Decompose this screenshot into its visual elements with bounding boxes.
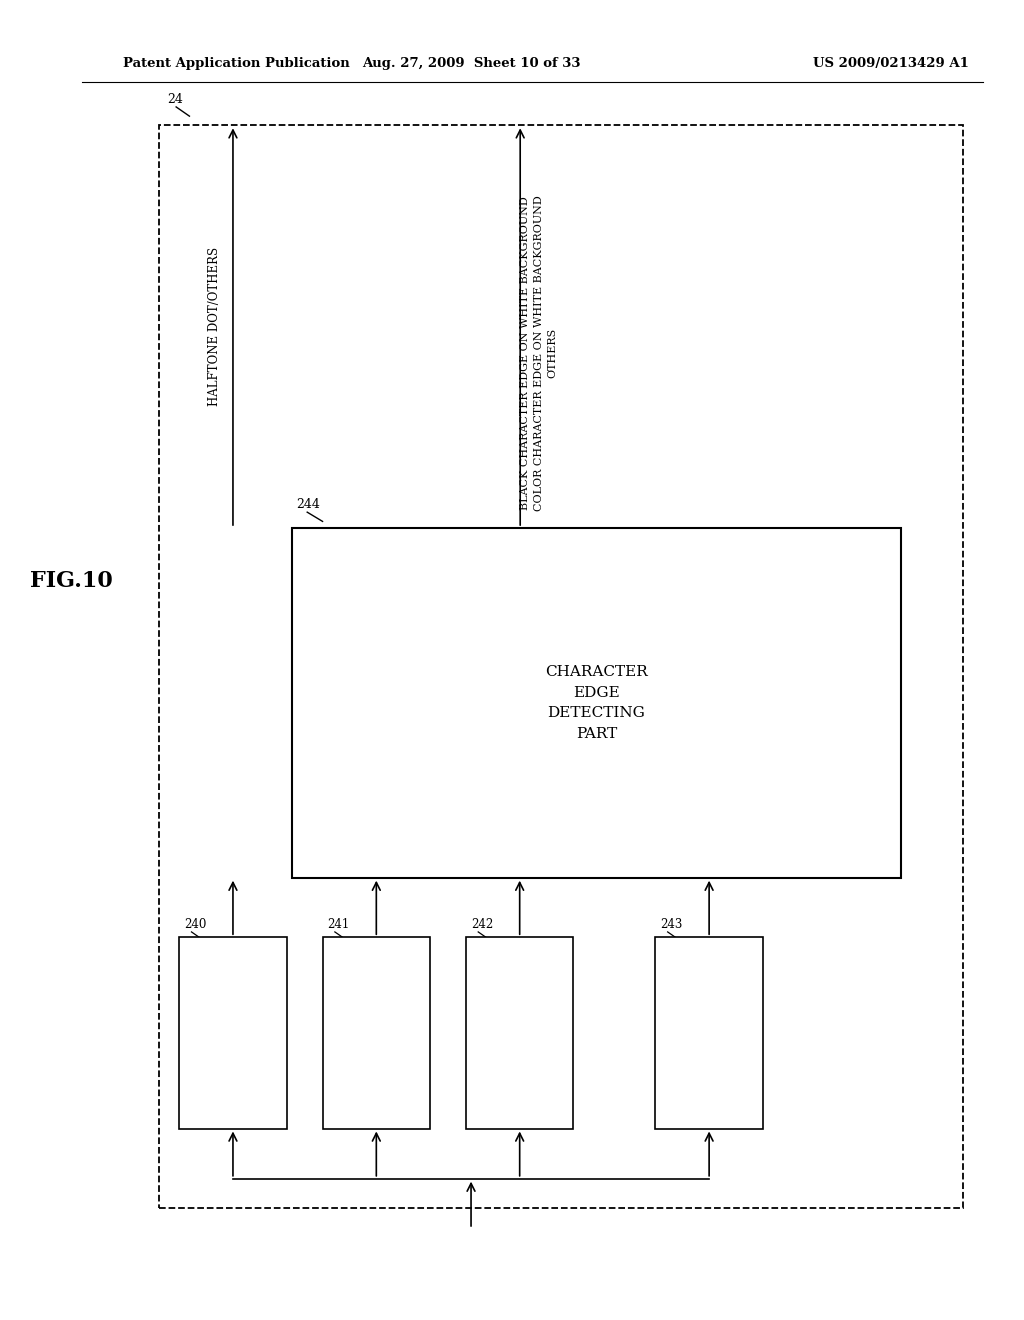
Bar bbox=[466, 937, 573, 1129]
Text: 24: 24 bbox=[167, 92, 183, 106]
Text: Aug. 27, 2009  Sheet 10 of 33: Aug. 27, 2009 Sheet 10 of 33 bbox=[361, 57, 581, 70]
Text: HALFTONE DOT/OTHERS: HALFTONE DOT/OTHERS bbox=[208, 247, 221, 407]
Text: HALFTONE DOT
DETECTING PART: HALFTONE DOT DETECTING PART bbox=[509, 983, 530, 1082]
Bar bbox=[655, 937, 763, 1129]
Bar bbox=[159, 125, 963, 1208]
Text: 242: 242 bbox=[471, 917, 494, 931]
Text: EDGE DETECTING PART: EDGE DETECTING PART bbox=[228, 966, 238, 1100]
Text: CHARACTER
EDGE
DETECTING
PART: CHARACTER EDGE DETECTING PART bbox=[545, 665, 648, 741]
Text: Patent Application Publication: Patent Application Publication bbox=[123, 57, 349, 70]
Text: WHITE BACKGROUND
DETECTING PART: WHITE BACKGROUND DETECTING PART bbox=[366, 972, 387, 1094]
Text: US 2009/0213429 A1: US 2009/0213429 A1 bbox=[813, 57, 969, 70]
Bar bbox=[292, 528, 901, 878]
Text: COLOR
DETECTING PART: COLOR DETECTING PART bbox=[698, 983, 720, 1082]
Bar bbox=[179, 937, 287, 1129]
Bar bbox=[323, 937, 430, 1129]
Text: 240: 240 bbox=[184, 917, 207, 931]
Text: BLACK CHARACTER EDGE ON WHITE BACKGROUND
COLOR CHARACTER EDGE ON WHITE BACKGROUN: BLACK CHARACTER EDGE ON WHITE BACKGROUND… bbox=[519, 195, 558, 511]
Text: 243: 243 bbox=[660, 917, 683, 931]
Text: 241: 241 bbox=[328, 917, 350, 931]
Text: FIG.10: FIG.10 bbox=[31, 570, 113, 591]
Text: 244: 244 bbox=[296, 498, 319, 511]
